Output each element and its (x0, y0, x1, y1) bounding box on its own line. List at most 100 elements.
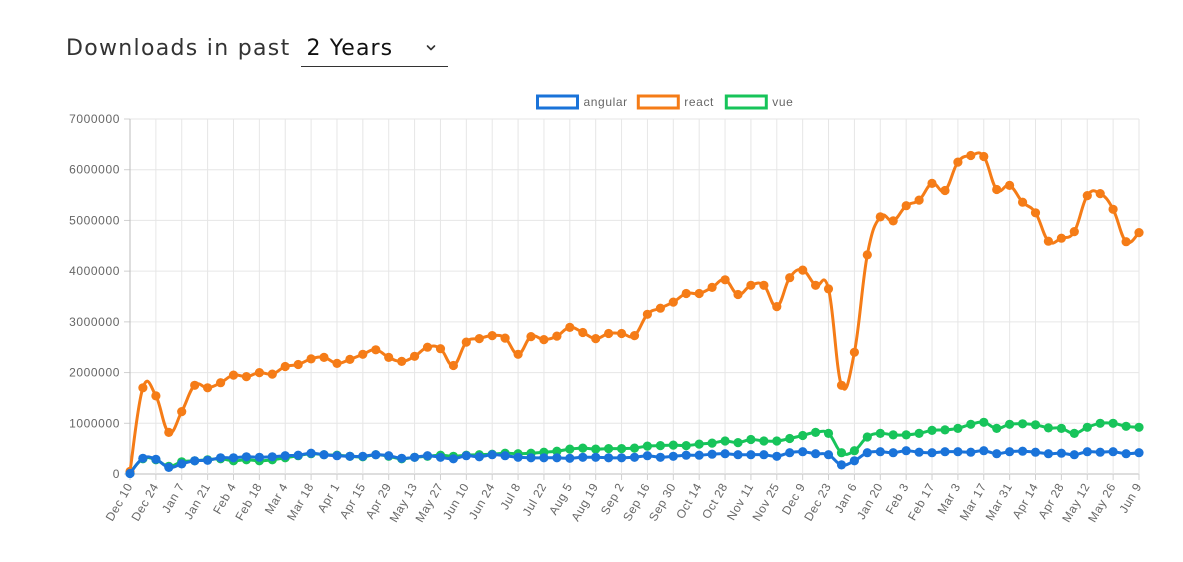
y-tick-label: 6000000 (69, 163, 120, 177)
legend-swatch-angular (536, 94, 579, 110)
vue-point (927, 425, 937, 435)
vue-point (849, 446, 860, 456)
vue-point (694, 439, 704, 449)
angular-point (1030, 447, 1041, 457)
vue-point (914, 428, 924, 438)
react-point (849, 347, 860, 357)
angular-point (668, 451, 678, 461)
react-point (668, 297, 678, 307)
react-point (655, 303, 666, 313)
react-point (772, 302, 782, 312)
y-tick-label: 7000000 (69, 112, 120, 126)
vue-point (591, 444, 601, 454)
react-point (823, 284, 834, 294)
y-tick-label: 1000000 (69, 416, 120, 430)
angular-point (422, 451, 433, 461)
react-point (164, 427, 174, 437)
react-point (681, 288, 691, 299)
series-react (125, 150, 1144, 477)
react-point (203, 383, 213, 393)
angular-point (604, 453, 614, 463)
react-point (940, 185, 950, 196)
legend-label-react: react (684, 95, 714, 109)
angular-point (617, 453, 627, 463)
period-select[interactable]: 2 Years (300, 34, 448, 67)
vue-point (681, 441, 691, 451)
vue-point (604, 444, 614, 454)
x-tick-label: Jul 8 (497, 481, 523, 513)
y-tick-label: 3000000 (69, 315, 120, 329)
angular-point (642, 451, 653, 461)
react-point (1095, 189, 1105, 199)
react-point (319, 352, 329, 362)
angular-point (487, 450, 497, 460)
react-point (979, 151, 989, 162)
angular-point (901, 446, 911, 456)
react-point (332, 358, 342, 368)
react-point (927, 178, 937, 188)
react-point (629, 331, 640, 341)
react-point (733, 289, 743, 300)
angular-point (190, 456, 200, 466)
react-point (901, 201, 911, 211)
react-point (1005, 180, 1015, 190)
angular-point (953, 447, 963, 457)
react-point (474, 334, 484, 344)
angular-point (1043, 449, 1053, 459)
chevron-down-icon (426, 45, 435, 51)
react-point (746, 280, 756, 290)
angular-point (228, 453, 239, 463)
react-point (1018, 197, 1028, 207)
vue-point (836, 448, 847, 458)
react-point (254, 368, 264, 378)
angular-point (254, 452, 264, 462)
angular-point (1095, 447, 1105, 457)
react-point (397, 356, 407, 366)
angular-point (345, 451, 355, 461)
react-point (785, 273, 795, 283)
angular-point (539, 453, 549, 463)
react-point (293, 359, 303, 370)
angular-point (823, 450, 834, 460)
react-point (1056, 233, 1066, 243)
vue-point (823, 428, 834, 438)
vue-point (642, 441, 653, 451)
vue-point (617, 444, 627, 454)
y-tick-label: 5000000 (69, 213, 120, 227)
angular-point (1082, 447, 1092, 457)
react-point (151, 391, 161, 401)
react-point (578, 327, 588, 338)
vue-point (862, 432, 872, 442)
angular-point (513, 452, 523, 462)
angular-point (552, 453, 562, 463)
react-point (461, 337, 471, 347)
react-point (500, 333, 510, 343)
react-point (552, 331, 562, 341)
angular-point (526, 453, 536, 463)
legend-swatch-vue (724, 94, 768, 110)
vue-point (888, 430, 898, 440)
vue-point (720, 436, 730, 446)
angular-point (280, 451, 290, 461)
angular-point (772, 451, 782, 461)
x-tick-label: Jun 24 (466, 481, 498, 522)
vue-point (746, 434, 756, 445)
angular-point (435, 452, 446, 462)
vue-point (979, 417, 989, 427)
react-point (216, 378, 226, 388)
vue-point (966, 419, 976, 429)
angular-point (694, 450, 704, 460)
react-point (384, 352, 394, 362)
vue-point (811, 427, 821, 437)
series-angular (125, 446, 1144, 479)
react-point (992, 184, 1002, 195)
y-tick-label: 2000000 (69, 366, 120, 380)
angular-point (164, 462, 174, 472)
angular-point (177, 459, 187, 469)
react-point (371, 345, 381, 355)
vue-point (668, 440, 678, 450)
react-point (1082, 191, 1092, 201)
react-point (617, 328, 627, 339)
angular-point (203, 455, 213, 465)
